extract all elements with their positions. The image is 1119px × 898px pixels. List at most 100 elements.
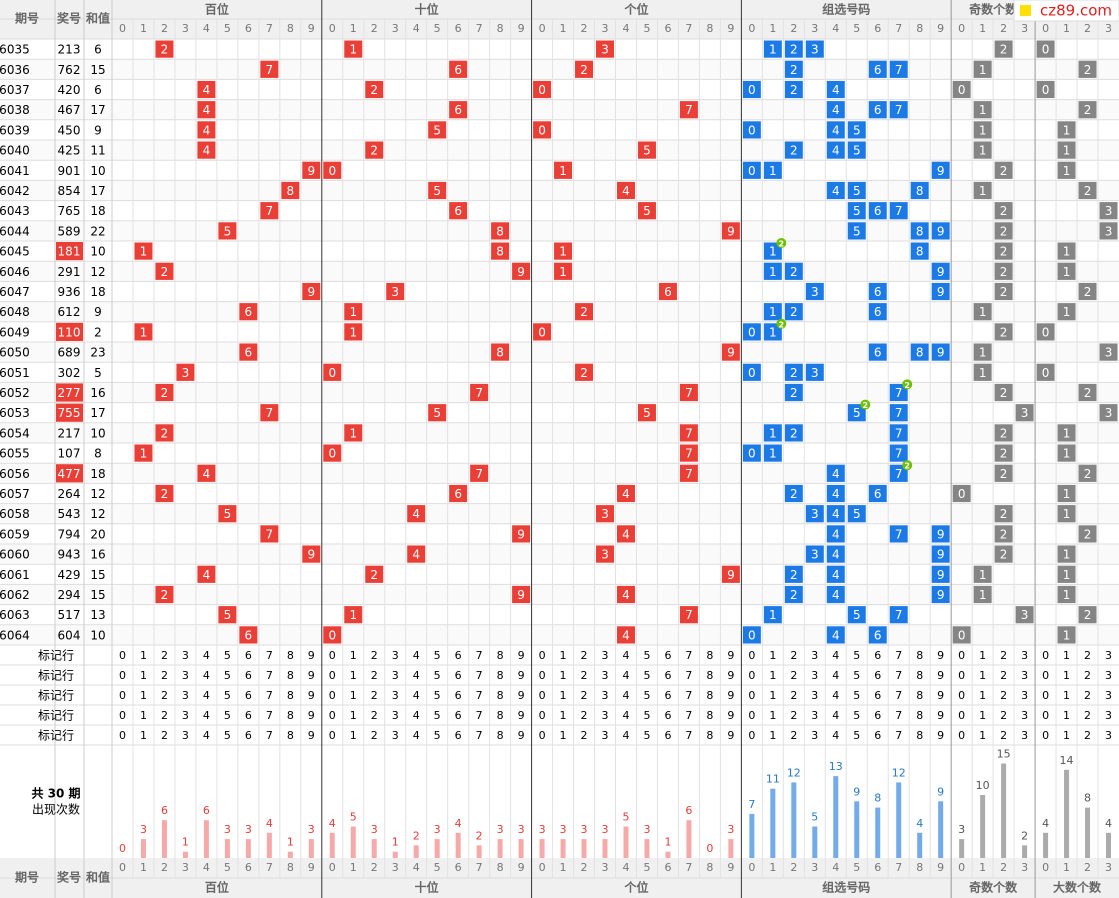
digit-cell [155,262,174,280]
sum: 10 [90,426,105,440]
group-cell-text: 6 [874,487,882,501]
big-cell-text: 3 [1105,406,1113,420]
count-bar [350,826,356,858]
group-cell [784,484,803,503]
group-cell [868,101,887,119]
marker-digit: 6 [245,689,252,702]
marker-digit: 1 [560,689,567,702]
group-cell-text: 0 [748,366,756,380]
digit-cell [281,181,300,200]
repeat-count: 2 [904,381,910,390]
group-title: 个位 [623,2,648,17]
count-label: 3 [434,823,441,836]
marker-digit: 3 [182,689,189,702]
marker-digit: 2 [581,689,588,702]
digit-cell-text: 2 [580,63,588,77]
digit-cell [155,40,174,58]
group-cell-text: 7 [895,204,903,218]
sum: 15 [90,63,105,77]
marker-digit: 8 [287,669,294,682]
marker-digit: 3 [602,689,609,702]
marker-digit: 6 [455,669,462,682]
digit-footer: 9 [937,861,944,874]
number: 762 [58,63,81,77]
marker-digit: 6 [455,709,462,722]
repeat-count: 2 [779,320,785,329]
digit-cell-text: 3 [182,366,190,380]
marker-digit: 7 [895,689,902,702]
count-bar [518,839,524,858]
marker-digit: 2 [581,709,588,722]
count-bar [245,839,251,858]
marker-digit: 3 [602,709,609,722]
digit-cell-text: 4 [203,103,211,117]
group-cell [910,242,929,260]
group-title: 百位 [205,2,229,17]
digit-header: 4 [413,22,420,35]
big-cell [1078,101,1097,119]
count-label: 6 [685,804,692,817]
group-cell-text: 4 [832,103,840,117]
digit-cell-text: 4 [203,123,211,137]
group-cell-text: 9 [937,265,945,279]
digit-cell-text: 7 [685,447,693,461]
marker-digit: 7 [895,729,902,742]
marker-digit: 1 [1063,669,1070,682]
digit-cell-text: 4 [412,548,420,562]
digit-cell [554,262,573,280]
count-label: 3 [560,823,567,836]
digit-cell-text: 9 [517,265,525,279]
marker-digit: 6 [664,669,671,682]
odd-cell-text: 0 [958,83,966,97]
odd-cell-text: 2 [1000,245,1008,259]
marker-digit: 9 [308,689,315,702]
marker-digit: 2 [161,729,168,742]
big-cell-text: 2 [1084,608,1092,622]
marker-digit: 8 [706,669,713,682]
group-cell [847,121,866,139]
marker-digit: 6 [455,729,462,742]
digit-cell [344,303,363,321]
count-bar [329,832,335,858]
digit-cell [197,121,216,139]
marker-digit: 0 [1042,689,1049,702]
marker-digit: 7 [266,649,273,662]
marker-digit: 6 [874,669,881,682]
marker-digit: 7 [266,689,273,702]
digit-footer: 4 [413,861,420,874]
group-cell-text: 4 [832,184,840,198]
marker-digit: 8 [706,729,713,742]
marker-digit: 2 [790,649,797,662]
digit-cell [533,80,552,99]
group-cell-text: 2 [790,588,798,602]
group-title: 十位 [415,2,439,17]
count-label: 3 [539,823,546,836]
group-cell [742,626,761,644]
odd-cell [952,626,971,644]
count-bar [770,788,776,858]
odd-cell-text: 2 [1000,527,1008,541]
digit-cell [260,404,279,422]
group-cell [784,565,803,583]
group-cell-text: 2 [790,83,798,97]
digit-footer: 8 [497,861,504,874]
digit-cell-text: 0 [328,164,336,178]
odd-cell [994,262,1013,280]
big-cell-text: 0 [1042,43,1050,57]
group-cell [763,262,782,280]
marker-digit: 6 [245,729,252,742]
big-cell [1099,343,1118,361]
count-bar [896,782,902,858]
digit-cell [197,141,216,159]
big-cell [1099,202,1118,220]
group-cell-text: 5 [853,608,861,622]
number: 765 [58,204,81,218]
header-issue: 期号 [15,870,39,885]
digit-cell-text: 2 [370,144,378,158]
digit-footer: 0 [119,861,126,874]
count-label: 3 [497,823,504,836]
group-cell-text: 7 [895,103,903,117]
group-cell [889,202,908,220]
marker-digit: 5 [434,649,441,662]
repeat-badge [902,460,913,471]
